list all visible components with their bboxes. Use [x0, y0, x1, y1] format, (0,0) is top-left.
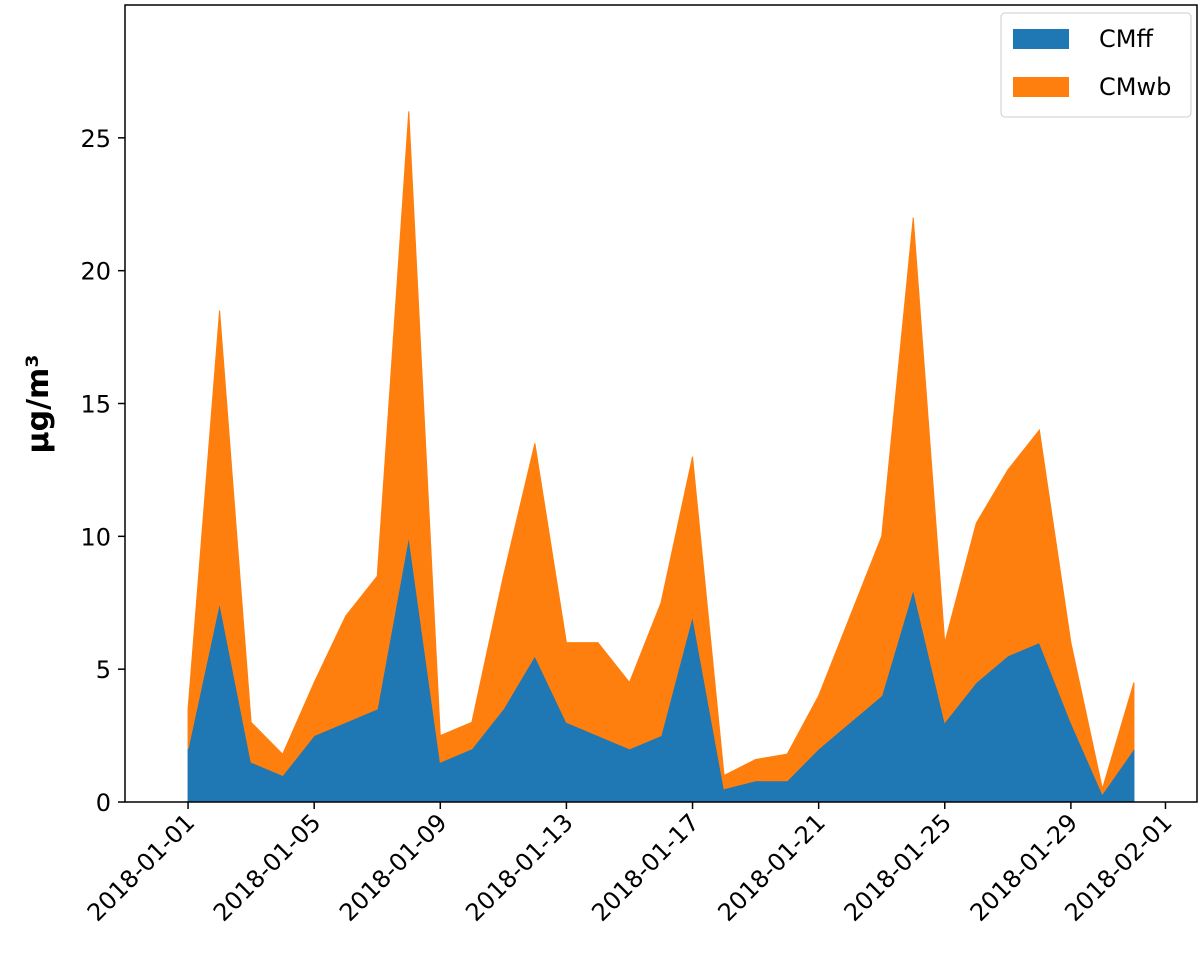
- legend: CMff CMwb: [1000, 12, 1192, 118]
- y-tick-label: 10: [80, 523, 111, 551]
- x-tick-label: 2018-01-21: [712, 808, 830, 926]
- y-tick-label: 20: [80, 258, 111, 286]
- y-tick-label: 15: [80, 391, 111, 419]
- x-tick-label: 2018-01-05: [208, 808, 326, 926]
- x-tick-label: 2018-01-25: [839, 808, 957, 926]
- legend-label: CMff: [1099, 25, 1153, 53]
- y-tick-label: 0: [96, 789, 111, 817]
- legend-label: CMwb: [1099, 73, 1171, 101]
- y-axis-label: μg/m³: [21, 355, 56, 454]
- y-tick-label: 25: [80, 125, 111, 153]
- x-tick-label: 2018-01-01: [82, 808, 200, 926]
- x-tick-label: 2018-01-09: [334, 808, 452, 926]
- legend-frame: [1000, 12, 1192, 118]
- area: [187, 111, 1135, 796]
- x-tick-label: 2018-01-17: [586, 808, 704, 926]
- legend-swatch: [1013, 29, 1069, 49]
- legend-swatch: [1013, 77, 1069, 97]
- x-tick-label: 2018-01-13: [460, 808, 578, 926]
- y-tick-label: 5: [96, 656, 111, 684]
